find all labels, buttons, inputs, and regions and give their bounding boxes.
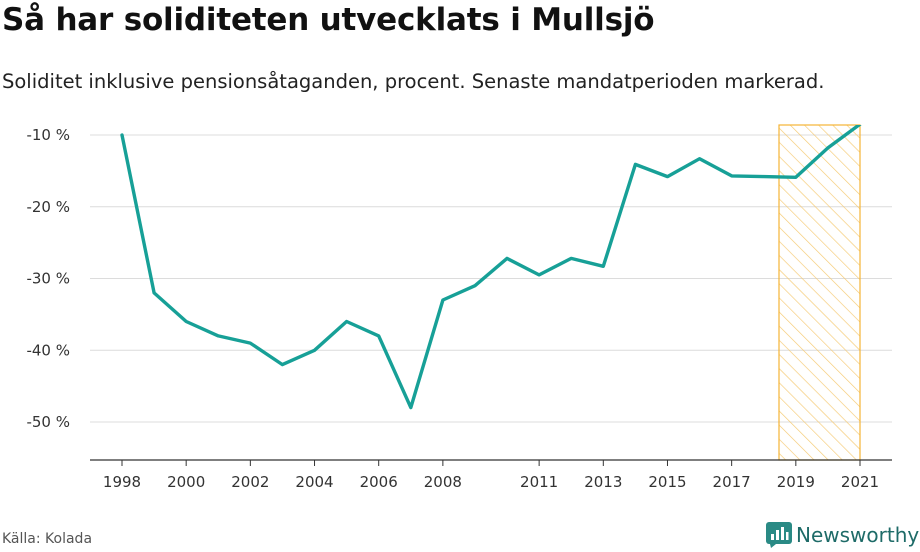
- y-tick-label: -50 %: [26, 413, 70, 431]
- mandate-period-highlight: [778, 124, 861, 461]
- x-tick-label: 2015: [648, 473, 686, 491]
- x-tick-label: 2013: [584, 473, 622, 491]
- x-tick-label: 2000: [167, 473, 205, 491]
- brand-name: Newsworthy: [796, 523, 920, 547]
- brand-logo[interactable]: Newsworthy: [766, 520, 919, 550]
- x-tick-label: 2002: [231, 473, 269, 491]
- y-tick-label: -20 %: [26, 198, 70, 216]
- x-tick-label: 1998: [103, 473, 141, 491]
- y-tick-label: -10 %: [26, 126, 70, 144]
- y-tick-label: -40 %: [26, 341, 70, 359]
- newsworthy-logo-icon: [766, 522, 792, 548]
- series-line-soliditet: [120, 125, 862, 410]
- x-tick-label: 2021: [841, 473, 879, 491]
- chart-subtitle: Soliditet inklusive pensionsåtaganden, p…: [2, 70, 825, 93]
- x-tick-label: 2004: [295, 473, 333, 491]
- x-tick-label: 2017: [713, 473, 751, 491]
- x-tick-label: 2019: [777, 473, 815, 491]
- y-tick-label: -30 %: [26, 270, 70, 288]
- chart-title: Så har soliditeten utvecklats i Mullsjö: [2, 2, 655, 38]
- x-tick-label: 2008: [424, 473, 462, 491]
- x-tick-label: 2006: [360, 473, 398, 491]
- source-note: Källa: Kolada: [2, 531, 93, 547]
- x-tick-label: 2011: [520, 473, 558, 491]
